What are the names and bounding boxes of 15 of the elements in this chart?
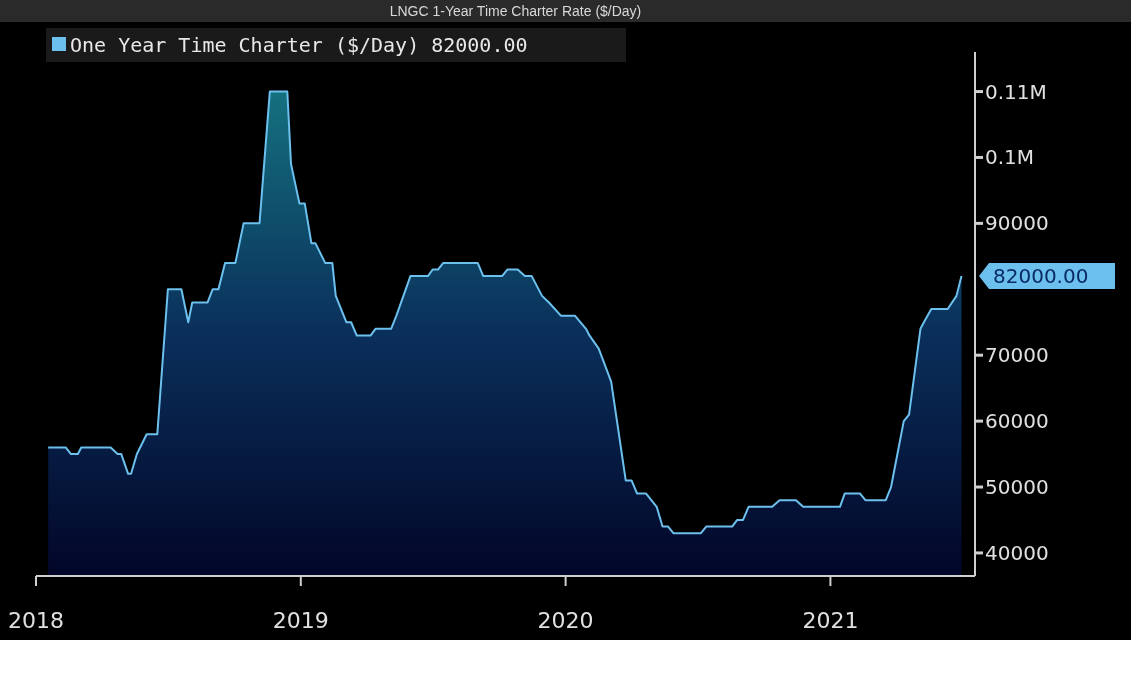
chart-title: LNGC 1-Year Time Charter Rate ($/Day): [389, 3, 642, 19]
y-tick-label: 40000: [985, 540, 1049, 565]
data-label: 82000.00: [993, 264, 1089, 289]
x-tick-label: 2020: [537, 608, 594, 633]
y-tick-label: 50000: [985, 475, 1049, 500]
x-tick-label: 2019: [272, 608, 329, 633]
y-tick-label: 70000: [985, 343, 1049, 368]
text: 82000.00: [431, 33, 528, 57]
y-tick-label: 90000: [985, 211, 1049, 236]
y-tick-label: 0.1M: [985, 145, 1035, 170]
y-tick-label: 0.11M: [985, 79, 1047, 104]
legend-label: One Year Time Charter ($/Day): [70, 33, 420, 57]
x-tick-label: 2018: [8, 608, 64, 633]
x-tick-label: 2021: [802, 608, 859, 633]
y-tick-label: 60000: [985, 409, 1049, 434]
